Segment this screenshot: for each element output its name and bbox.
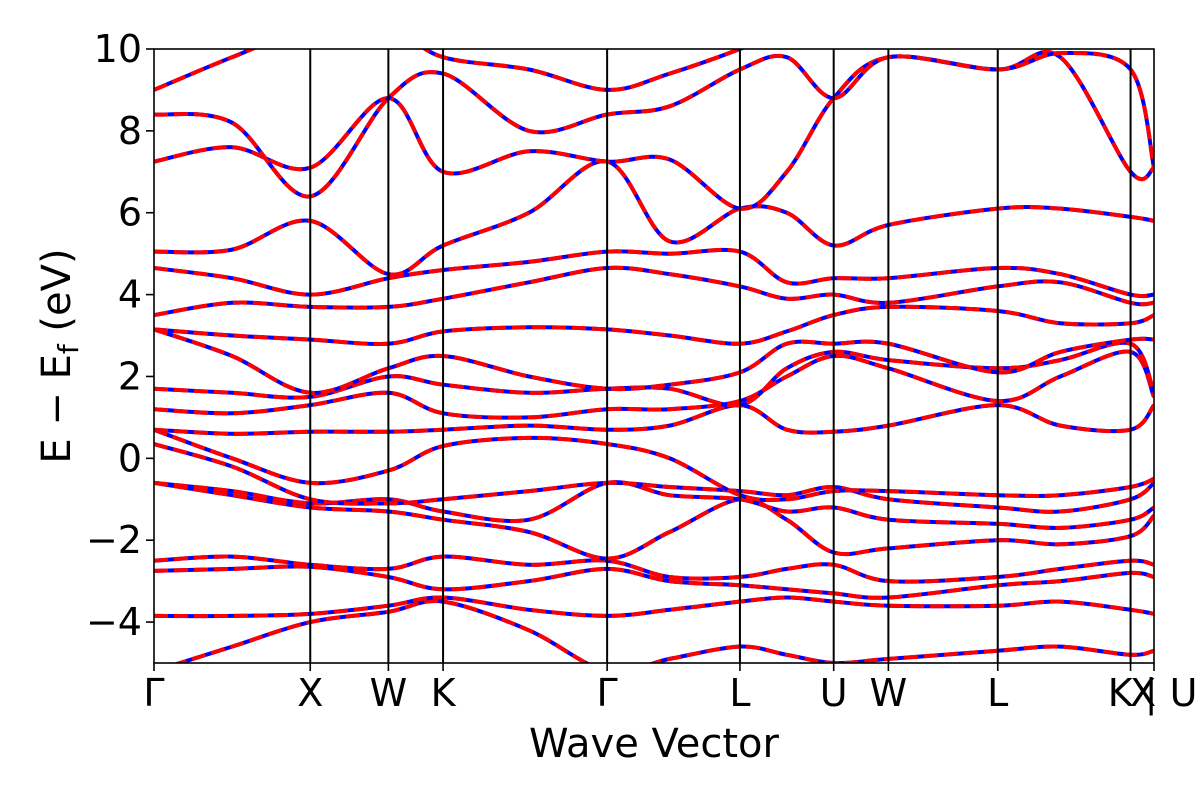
x-tick-label: W [370, 671, 408, 715]
band-11-red [154, 327, 1154, 395]
x-tick-label: K | U [1108, 671, 1198, 716]
band-18-red [154, 49, 746, 92]
y-axis-label-main: E − E [34, 354, 80, 464]
y-tick-label: 8 [118, 109, 142, 153]
kpoint-lines [309, 49, 1132, 663]
y-axis-label: E − Ef (eV) [34, 248, 85, 463]
band-15-red [154, 159, 1154, 277]
y-tick-label: 2 [118, 354, 142, 398]
x-tick-label: L [729, 671, 750, 715]
y-axis-label-unit: (eV) [34, 248, 80, 344]
x-tick-label: X [1130, 671, 1156, 715]
band-4-red [154, 480, 1154, 561]
band-16-red [154, 49, 1154, 211]
band-12-red [154, 304, 1154, 346]
band-17-blue [154, 50, 1154, 199]
y-tick-label: −4 [86, 600, 142, 644]
x-tick-label: Γ [143, 671, 164, 715]
band-7-red [154, 427, 1154, 503]
x-axis-label: Wave Vector [529, 721, 780, 767]
band-14-red [154, 247, 1154, 299]
band-2-blue [154, 564, 1154, 600]
plot-frame [153, 48, 1155, 664]
band-6-red [154, 442, 1154, 514]
y-tick-label: −2 [86, 518, 142, 562]
y-axis: −4 −2 0 2 4 6 8 10 [86, 27, 154, 644]
band-9-red [154, 349, 1154, 420]
band-3-red [154, 554, 1154, 584]
band-1-red [154, 595, 1154, 619]
band-13-red [154, 265, 1154, 318]
band-5-red [154, 480, 1154, 530]
x-tick-label: L [987, 671, 1008, 715]
y-tick-label: 0 [118, 436, 142, 480]
y-tick-label: 4 [118, 273, 142, 317]
y-tick-label: 10 [94, 27, 142, 71]
y-tick-label: 6 [118, 191, 142, 235]
x-tick-label: W [870, 671, 908, 715]
band-0-red [173, 599, 1154, 663]
x-tick-label: U [820, 671, 848, 715]
x-tick-label: X [297, 671, 323, 715]
band-15-blue [154, 159, 1154, 277]
band-8-red [154, 403, 1154, 436]
x-tick-label: K [431, 671, 457, 715]
bands-layer [154, 49, 1154, 663]
band-2-red [154, 564, 1154, 600]
band-16-blue [154, 49, 1154, 211]
x-tick-label: Γ [597, 671, 618, 715]
y-axis-label-sub: f [52, 343, 85, 354]
band-17-red [154, 50, 1154, 199]
